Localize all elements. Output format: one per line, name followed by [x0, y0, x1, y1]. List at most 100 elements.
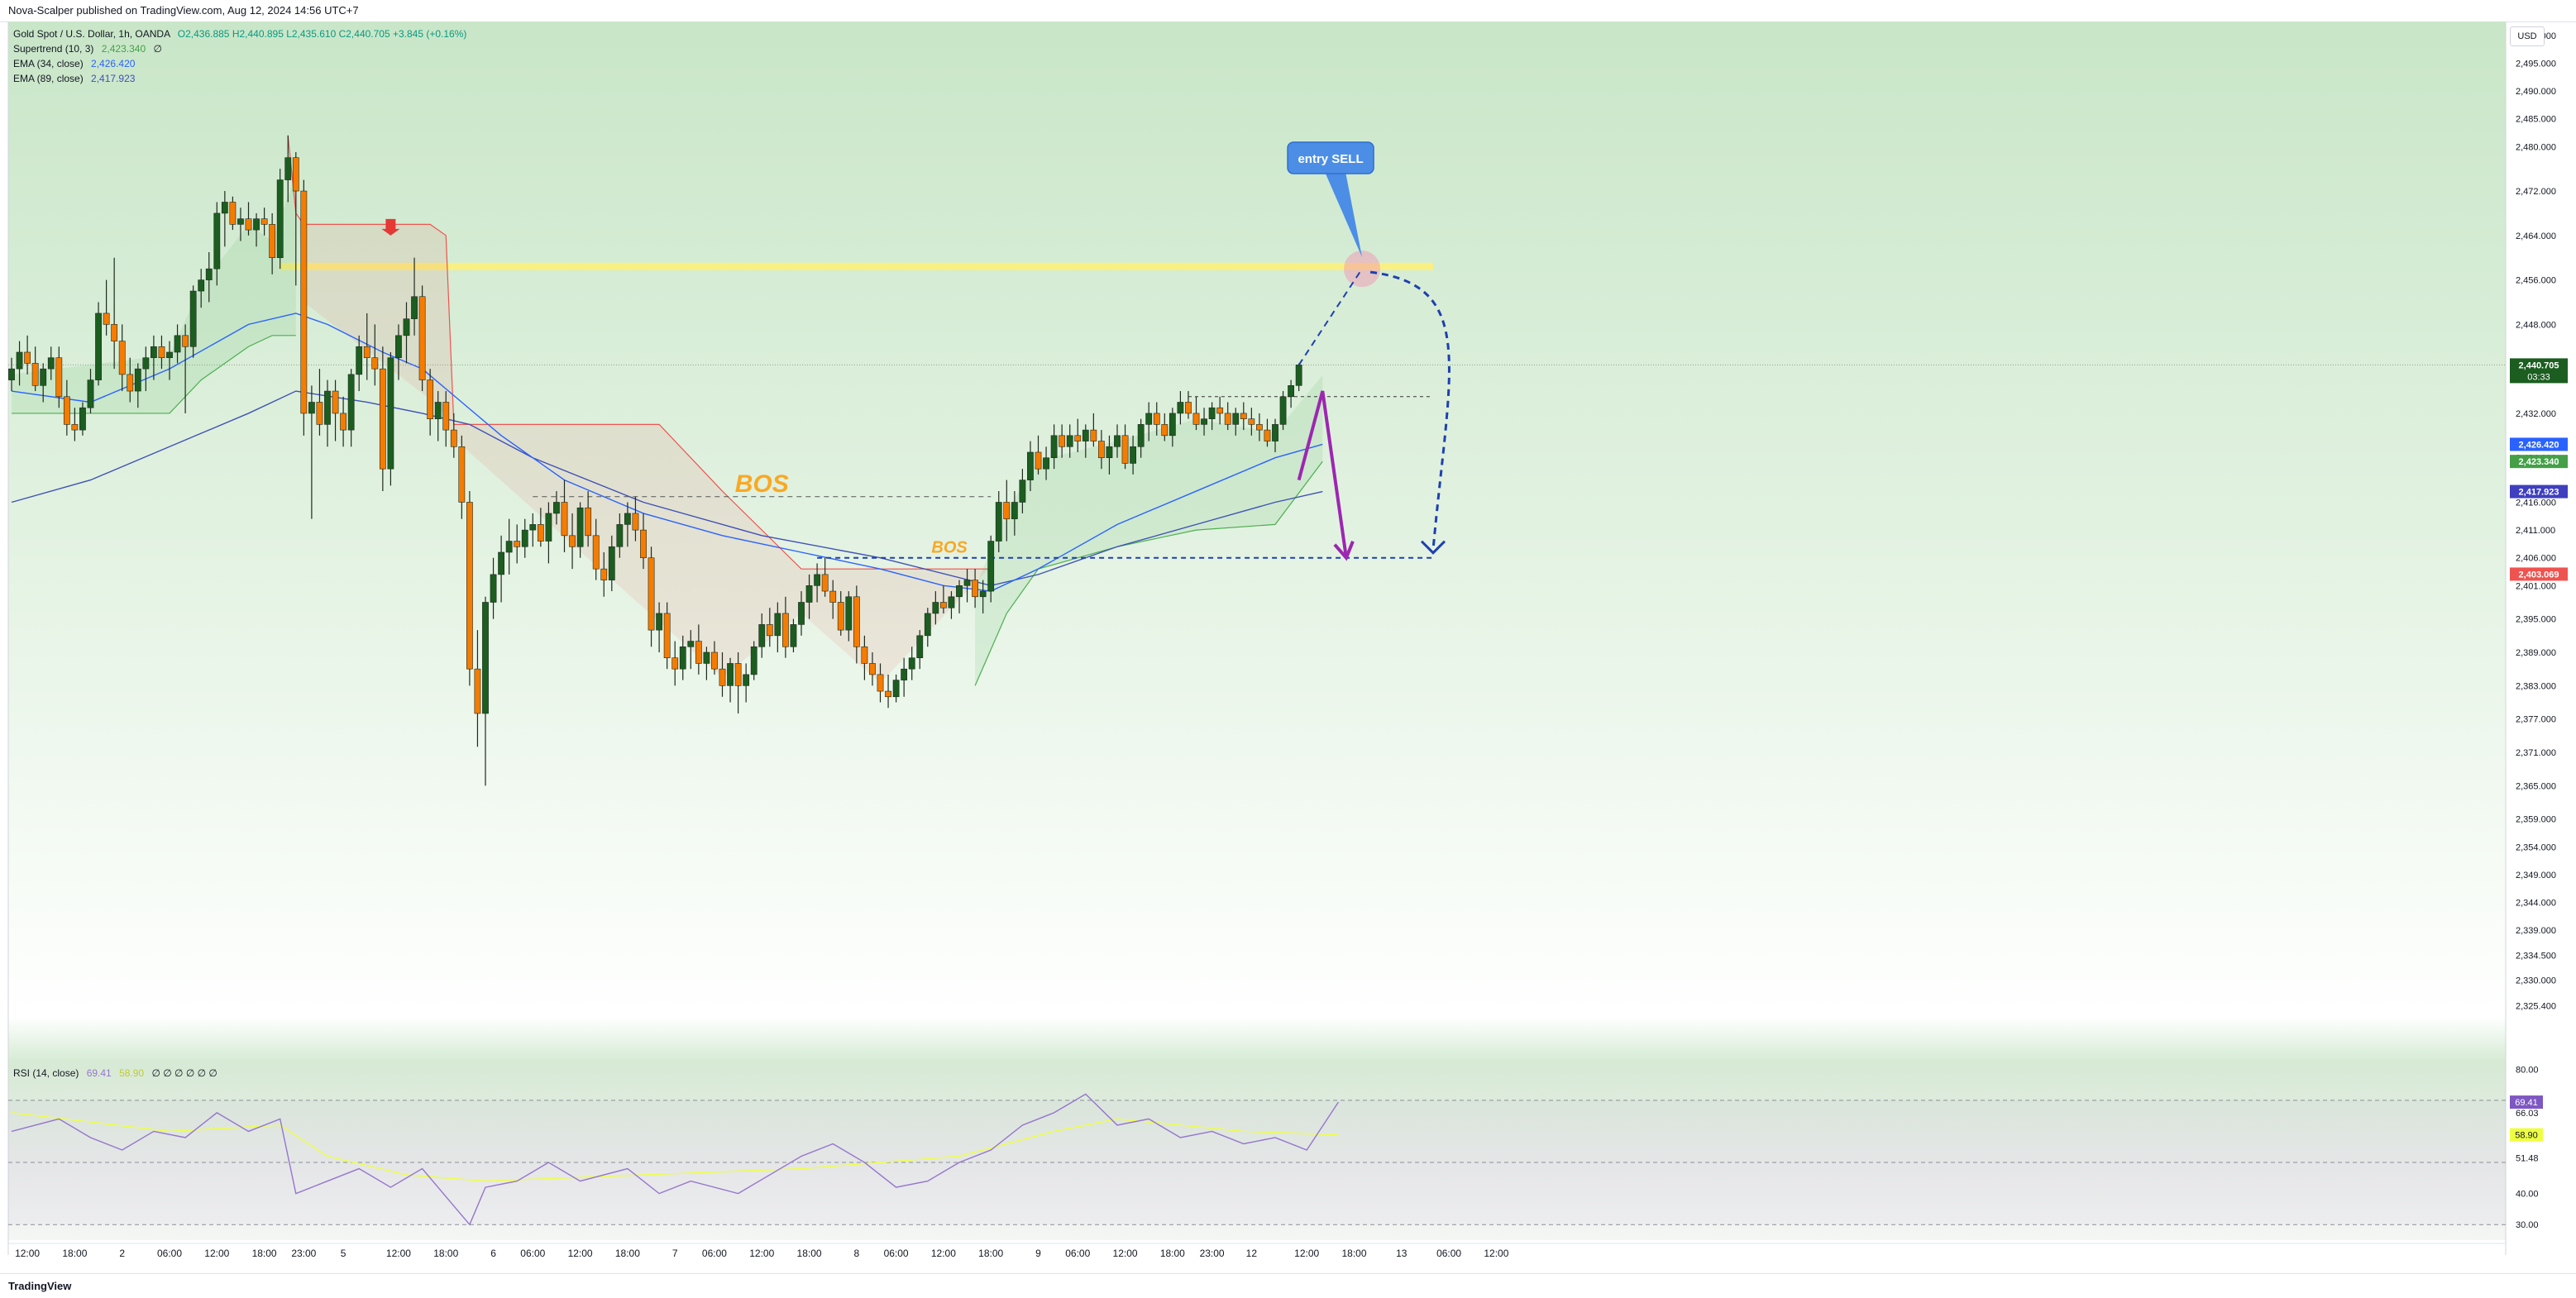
currency-selector[interactable]: USD	[2510, 26, 2545, 46]
candle-bear	[1074, 435, 1082, 441]
price-badge-label: 2,440.705	[2519, 360, 2559, 370]
candle-bear	[158, 346, 165, 359]
rsi-tick-label: 66.03	[2516, 1109, 2539, 1119]
candle-bear	[711, 651, 718, 670]
candle-bull	[387, 357, 394, 470]
price-tick-label: 2,406.000	[2516, 554, 2556, 564]
candle-bear	[600, 568, 608, 580]
candle-bull	[963, 580, 971, 586]
price-tick-label: 2,371.000	[2516, 748, 2556, 758]
candle-bull	[47, 357, 55, 370]
time-tick-label: 06:00	[702, 1248, 727, 1259]
candle-bear	[1035, 451, 1042, 470]
candle-bear	[1185, 402, 1192, 414]
candle-bear	[292, 157, 299, 192]
time-tick-label: 12:00	[1113, 1248, 1138, 1259]
candle-bull	[1027, 451, 1034, 480]
candle-bear	[418, 296, 426, 380]
candle-bull	[1201, 418, 1207, 425]
candle-bull	[727, 663, 734, 686]
candle-bull	[845, 596, 853, 631]
candle-bear	[1256, 424, 1263, 431]
supertrend-legend[interactable]: Supertrend (10, 3) 2,423.340 ∅	[13, 41, 466, 56]
price-tick-label: 2,349.000	[2516, 871, 2556, 880]
price-tick-label: 2,383.000	[2516, 681, 2556, 691]
resistance-zone	[280, 262, 1434, 270]
price-tick-label: 2,344.000	[2516, 899, 2556, 909]
candle-bull	[924, 613, 931, 637]
candle-bear	[1192, 413, 1200, 425]
candle-bull	[276, 179, 284, 259]
candle-bear	[31, 363, 39, 386]
candle-bear	[972, 580, 978, 598]
candle-bear	[71, 424, 79, 431]
candle-bull	[237, 218, 244, 225]
rsi-legend[interactable]: RSI (14, close) 69.41 58.90 ∅ ∅ ∅ ∅ ∅ ∅	[13, 1067, 217, 1079]
supertrend-fill-0	[12, 174, 296, 413]
price-badge-label: 2,426.420	[2519, 440, 2559, 450]
rsi-tick-label: 40.00	[2516, 1190, 2539, 1200]
candle-bear	[332, 390, 339, 414]
candle-bear	[766, 624, 773, 637]
candle-bull	[403, 318, 410, 336]
price-tick-label: 2,339.000	[2516, 926, 2556, 936]
price-tick-label: 2,490.000	[2516, 87, 2556, 97]
sell-arrowhead-icon	[1333, 540, 1355, 561]
ema34-legend[interactable]: EMA (34, close) 2,426.420	[13, 56, 466, 71]
price-tick-label: 2,401.000	[2516, 581, 2556, 591]
candle-bear	[1264, 429, 1271, 441]
candle-bull	[616, 524, 624, 547]
candle-bull	[221, 202, 228, 214]
candle-bull	[174, 335, 181, 353]
rsi-tick-label: 51.48	[2516, 1153, 2539, 1163]
candle-bull	[758, 624, 766, 647]
ema89-line	[11, 390, 1323, 587]
supertrend-fill-2	[975, 375, 1323, 686]
candle-bear	[458, 446, 466, 503]
candle-bull	[790, 624, 797, 647]
candle-bull	[1208, 407, 1216, 419]
time-tick-label: 23:00	[1200, 1248, 1225, 1259]
ema89-legend[interactable]: EMA (89, close) 2,417.923	[13, 71, 466, 86]
ema34-label: EMA (34, close)	[13, 58, 84, 69]
candle-bear	[695, 641, 702, 664]
candle-bear	[1248, 418, 1255, 425]
time-tick-label: 18:00	[252, 1248, 277, 1259]
candle-bull	[498, 551, 504, 575]
time-tick-label: 06:00	[1065, 1248, 1090, 1259]
candle-bear	[734, 663, 742, 686]
supertrend-value: 2,423.340	[101, 43, 146, 55]
time-tick-label: 12:00	[931, 1248, 956, 1259]
candle-bear	[111, 324, 118, 341]
rsi-value-badge	[2510, 1095, 2543, 1110]
candle-bull	[521, 529, 528, 547]
time-tick-label: 06:00	[157, 1248, 182, 1259]
entry-callout-pointer	[1325, 172, 1363, 258]
candle-bull	[576, 507, 584, 547]
candle-bull	[16, 351, 23, 370]
candle-bear	[648, 557, 655, 631]
projection-down-curve	[1369, 270, 1450, 550]
price-badge	[2510, 484, 2568, 499]
time-tick-label: 8	[854, 1248, 860, 1259]
tradingview-logo[interactable]: TradingView	[8, 1280, 72, 1292]
candle-bull	[87, 379, 94, 408]
candle-bull	[411, 296, 418, 319]
candle-bull	[79, 407, 86, 431]
candle-bear	[569, 535, 576, 547]
candle-bear	[371, 357, 379, 370]
candle-bull	[750, 646, 758, 675]
candle-bull	[892, 680, 900, 698]
time-tick-label: 13	[1396, 1248, 1407, 1259]
candle-bear	[1121, 435, 1129, 464]
candle-bear	[1059, 435, 1066, 447]
candle-bull	[253, 218, 260, 231]
candle-bull	[743, 674, 750, 686]
candle-bull	[1137, 424, 1145, 447]
symbol-name[interactable]: Gold Spot / U.S. Dollar, 1h, OANDA	[13, 28, 170, 40]
rsi-label: RSI (14, close)	[13, 1067, 79, 1079]
price-badge-label: 2,417.923	[2519, 488, 2559, 498]
candle-bull	[798, 602, 805, 625]
candle-bull	[979, 590, 987, 598]
